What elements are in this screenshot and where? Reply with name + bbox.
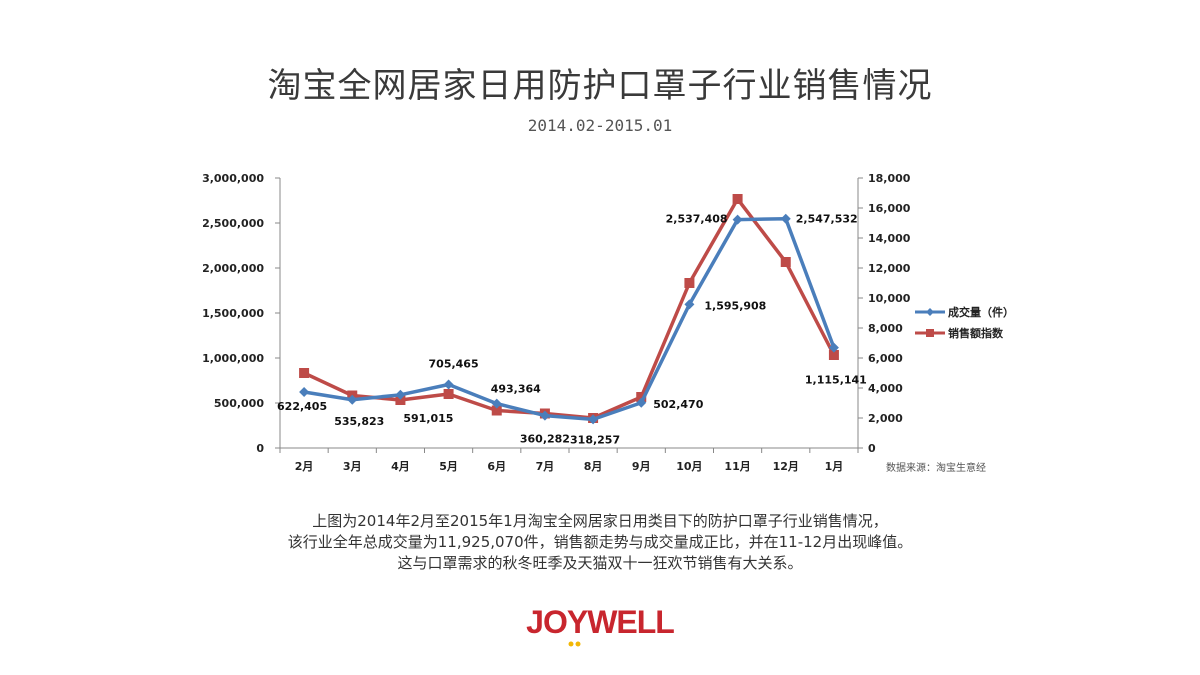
legend-diamond-marker (926, 308, 934, 316)
right-tick-label: 10,000 (868, 292, 911, 305)
left-tick-label: 500,000 (214, 397, 264, 410)
series-layer (299, 194, 839, 425)
square-point (491, 405, 502, 416)
square-point (443, 389, 454, 399)
right-tick-label: 14,000 (868, 232, 911, 245)
legend-label: 成交量（件） (948, 305, 1014, 319)
x-tick-label: 11月 (724, 460, 750, 473)
diamond-point (347, 394, 358, 405)
data-label: 705,465 (429, 358, 479, 371)
sales-chart: 0 500,000 1,000,000 1,500,000 2,000,000 2,500… (202, 172, 1014, 474)
data-label: 1,595,908 (704, 299, 766, 312)
logo-dots-mark (568, 641, 581, 647)
diamond-point (539, 410, 550, 421)
brand-logo: JOYWELL (526, 604, 675, 640)
data-label: 2,537,408 (666, 213, 728, 226)
square-point (636, 392, 647, 402)
x-tick-label: 6月 (487, 460, 506, 473)
right-tick-label: 6,000 (868, 352, 903, 365)
x-tick-label: 4月 (391, 460, 410, 473)
caption-line-3: 这与口罩需求的秋冬旺季及天猫双十一狂欢节销售有大关系。 (397, 554, 803, 572)
x-tick-label: 9月 (632, 460, 651, 473)
right-axis-ticks: 0 2,000 4,000 6,000 8,000 10,000 12,000 14,000 1… (858, 172, 911, 455)
data-label: 622,405 (277, 400, 327, 413)
legend-label: 销售额指数 (948, 326, 1004, 340)
square-point (828, 350, 839, 360)
square-point (780, 257, 791, 267)
x-tick-label: 3月 (343, 460, 362, 473)
square-point (684, 278, 695, 288)
left-tick-label: 0 (256, 442, 264, 455)
x-tick-label: 5月 (439, 460, 458, 473)
page-title: 淘宝全网居家日用防护口罩子行业销售情况 (267, 66, 933, 106)
data-labels: 622,405 535,823 591,015 705,465 493,364 360,2… (277, 213, 867, 447)
right-tick-label: 4,000 (868, 382, 903, 395)
chart-legend: 成交量（件） 销售额指数 (915, 305, 1014, 340)
x-tick-label: 7月 (536, 460, 555, 473)
diamond-point (732, 214, 743, 225)
source-note: 数据来源：淘宝生意经 (886, 461, 986, 474)
left-tick-label: 1,000,000 (202, 352, 264, 365)
x-tick-label: 8月 (584, 460, 603, 473)
right-tick-label: 12,000 (868, 262, 911, 275)
diamond-point (491, 398, 502, 409)
left-tick-label: 2,000,000 (202, 262, 264, 275)
diamond-point (828, 342, 839, 353)
diamond-point (443, 379, 454, 390)
right-tick-label: 0 (868, 442, 876, 455)
series-line (303, 216, 836, 422)
data-label: 502,470 (653, 398, 703, 411)
data-label: 1,115,141 (805, 374, 867, 387)
diamond-point (588, 414, 599, 425)
square-point (395, 395, 406, 405)
chart-caption: 上图为2014年2月至2015年1月淘宝全网居家日用类目下的防护口罩子行业销售情… (0, 511, 1200, 574)
data-label: 591,015 (403, 412, 453, 425)
page-subtitle: 2014.02-2015.01 (527, 116, 673, 135)
data-label: 360,282 (520, 433, 570, 446)
caption-line-1: 上图为2014年2月至2015年1月淘宝全网居家日用类目下的防护口罩子行业销售情… (312, 512, 888, 530)
legend-square-marker (926, 329, 934, 337)
data-label: 2,547,532 (796, 213, 858, 226)
data-label: 318,257 (570, 433, 620, 446)
x-tick-label: 12月 (773, 460, 799, 473)
diamond-point (299, 386, 310, 397)
x-tick-label: 2月 (295, 460, 314, 473)
left-tick-label: 3,000,000 (202, 172, 264, 185)
x-axis-ticks: 2月 3月 4月 5月 6月 7月 8月 9月 10月 11月 12月 1月 (279, 448, 859, 473)
diamond-point (636, 397, 647, 408)
left-tick-label: 2,500,000 (202, 217, 264, 230)
diamond-point (780, 213, 791, 224)
left-tick-label: 1,500,000 (202, 307, 264, 320)
left-axis-ticks: 0 500,000 1,000,000 1,500,000 2,000,000 2,500… (202, 172, 280, 455)
data-label: 535,823 (334, 415, 384, 428)
right-tick-label: 8,000 (868, 322, 903, 335)
data-label: 493,364 (491, 383, 541, 396)
x-tick-label: 10月 (676, 460, 702, 473)
x-tick-label: 1月 (825, 460, 844, 473)
caption-line-2: 该行业全年总成交量为11,925,070件，销售额走势与成交量成正比，并在11-… (287, 533, 913, 551)
right-tick-label: 2,000 (868, 412, 903, 425)
square-point (732, 194, 743, 204)
diamond-point (684, 299, 695, 310)
series-volume (299, 213, 839, 425)
right-tick-label: 18,000 (868, 172, 911, 185)
square-point (299, 368, 310, 378)
right-tick-label: 16,000 (868, 202, 911, 215)
diamond-point (395, 389, 406, 400)
